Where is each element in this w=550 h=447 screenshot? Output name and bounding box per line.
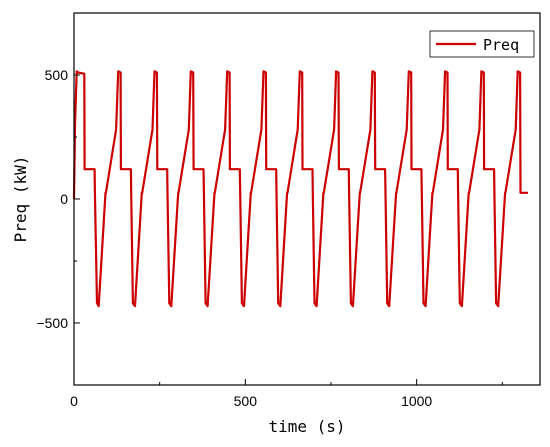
y-tick-label--500: −500 — [36, 315, 68, 331]
series-layer — [72, 70, 528, 308]
plot-frame — [73, 12, 541, 386]
ticks-layer — [73, 12, 503, 386]
y-axis-title: Preq (kW) — [11, 156, 30, 243]
y-tick-label-0: 0 — [60, 191, 68, 207]
x-tick-label-500: 500 — [234, 393, 258, 409]
x-tick-label-0: 0 — [70, 393, 78, 409]
y-tick-label-500: 500 — [45, 67, 69, 83]
legend-label-preq: Preq — [483, 36, 519, 54]
series-line-preq — [72, 70, 528, 308]
legend: Preq — [429, 30, 535, 58]
x-axis-title: time (s) — [268, 417, 345, 436]
labels-layer: 0 500 1000 −500 0 500 — [36, 67, 432, 409]
x-tick-label-1000: 1000 — [401, 393, 432, 409]
